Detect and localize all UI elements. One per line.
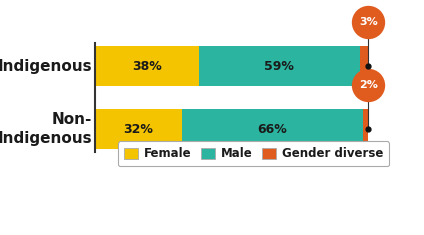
Bar bbox=[198, 46, 360, 86]
Bar bbox=[95, 109, 182, 149]
Bar bbox=[182, 109, 363, 149]
Legend: Female, Male, Gender diverse: Female, Male, Gender diverse bbox=[118, 141, 389, 166]
Text: 32%: 32% bbox=[123, 123, 153, 136]
Bar bbox=[360, 46, 368, 86]
Text: 38%: 38% bbox=[132, 59, 162, 73]
Text: Indigenous: Indigenous bbox=[0, 59, 92, 74]
Text: 2%: 2% bbox=[359, 80, 378, 90]
Text: 3%: 3% bbox=[359, 17, 377, 27]
Text: 59%: 59% bbox=[264, 59, 294, 73]
Bar bbox=[95, 46, 198, 86]
Bar bbox=[363, 109, 368, 149]
Text: Non-
Indigenous: Non- Indigenous bbox=[0, 112, 92, 146]
Text: 66%: 66% bbox=[257, 123, 287, 136]
